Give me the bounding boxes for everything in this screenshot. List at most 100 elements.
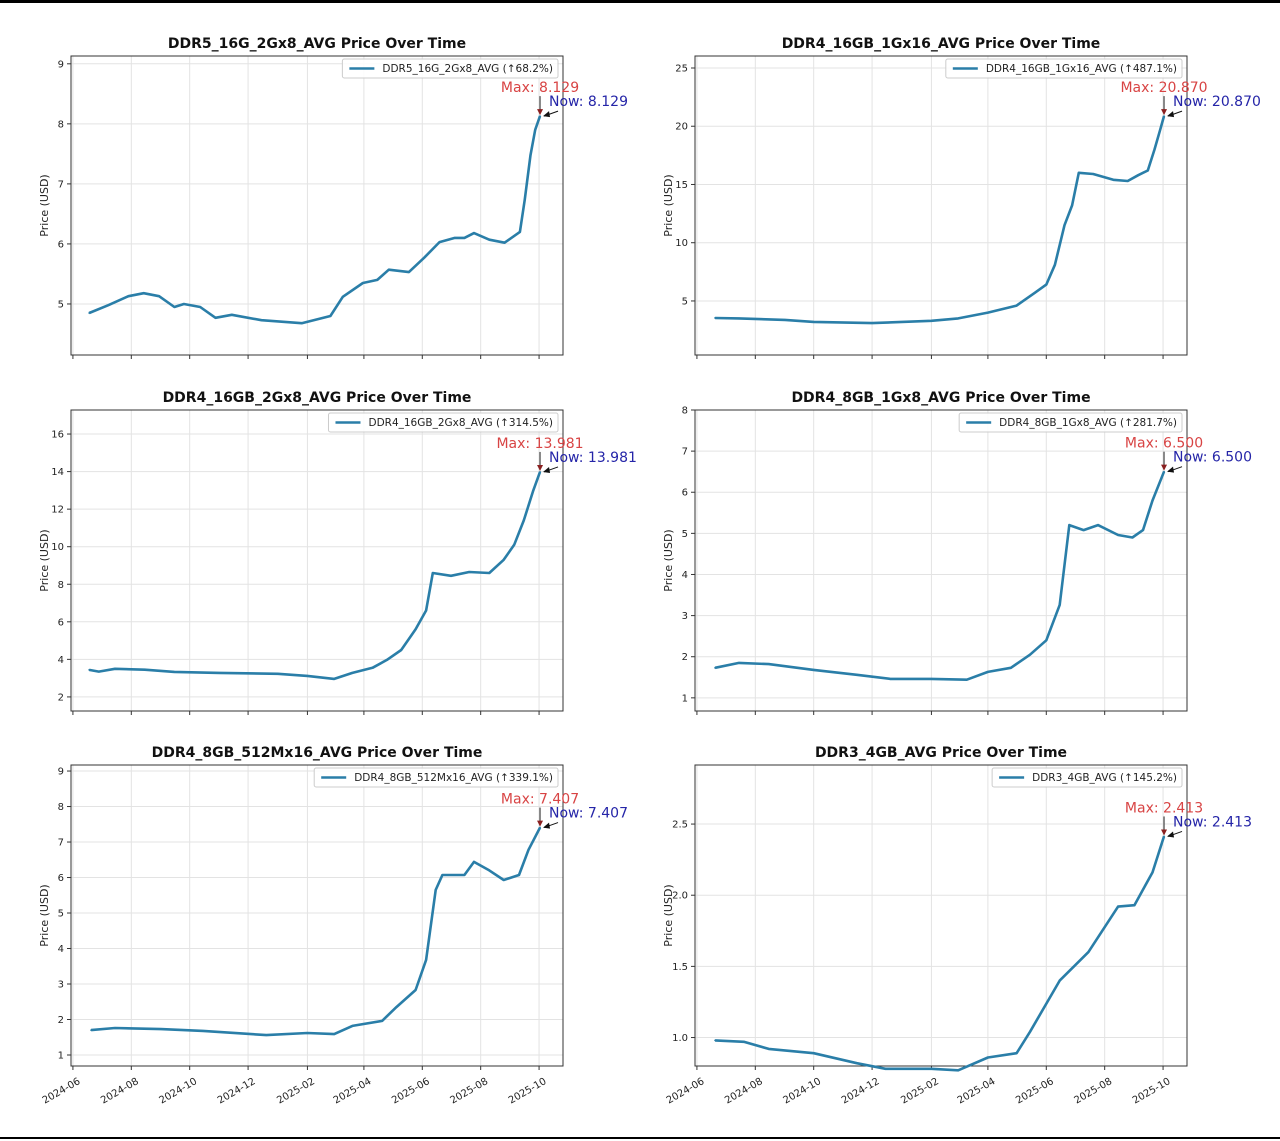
data-point [767, 663, 770, 666]
now-annotation: Now: 13.981 [549, 450, 637, 466]
data-point [333, 677, 336, 680]
y-tick-label: 1 [682, 693, 688, 704]
y-tick-label: 7 [58, 838, 64, 849]
data-point [425, 609, 428, 612]
y-axis-label: Price (USD) [662, 529, 675, 591]
data-point [513, 543, 516, 546]
data-point [376, 279, 379, 281]
x-tick-label: 2024-10 [781, 1076, 823, 1106]
data-point [381, 1020, 383, 1022]
data-point [1068, 524, 1071, 527]
series-line [715, 115, 1166, 325]
data-point [341, 295, 344, 298]
data-point [1063, 224, 1066, 227]
data-point [385, 659, 388, 661]
y-tick-label: 6 [58, 239, 64, 250]
data-point [90, 1029, 93, 1032]
axes-frame [694, 55, 1188, 356]
legend-label: DDR4_16GB_1Gx16_AVG (↑487.1%) [986, 63, 1177, 75]
chart-title: DDR3_4GB_AVG Price Over Time [815, 745, 1067, 761]
data-point [414, 989, 417, 991]
max-annotation: Max: 6.500 [1125, 436, 1203, 452]
axes-frame [70, 409, 564, 712]
y-axis-label: Price (USD) [662, 884, 675, 946]
series-line [88, 471, 542, 681]
x-tick-label: 2025-08 [1072, 1076, 1114, 1106]
data-point [1029, 653, 1031, 656]
max-arrowhead [1161, 829, 1168, 836]
data-point [329, 315, 332, 317]
chart-panel-5: DDR4_8GB_512Mx16_AVG Price Over Time Pric… [38, 745, 628, 1106]
data-point [199, 306, 202, 308]
legend: DDR4_16GB_2Gx8_AVG (↑314.5%) [327, 412, 559, 433]
data-point [1133, 904, 1136, 907]
legend-label: DDR3_4GB_AVG (↑145.2%) [1032, 772, 1177, 784]
y-tick-label: 1 [58, 1050, 64, 1061]
legend: DDR4_8GB_1Gx8_AVG (↑281.7%) [958, 412, 1183, 433]
x-tick-label: 2025-06 [1014, 1076, 1056, 1106]
data-point [987, 311, 989, 314]
data-point [1131, 536, 1134, 539]
y-tick-label: 2.0 [672, 891, 688, 902]
now-arrowhead [1167, 831, 1175, 838]
data-point [1092, 173, 1095, 175]
now-annotation: Now: 20.870 [1173, 94, 1261, 110]
data-point [300, 322, 303, 325]
data-point [362, 282, 364, 284]
y-tick-label: 8 [58, 802, 64, 813]
y-tick-label: 7 [58, 179, 64, 190]
max-arrowhead [537, 820, 544, 827]
data-point [423, 256, 426, 259]
y-tick-label: 2 [58, 692, 64, 703]
axes-frame [694, 409, 1188, 712]
y-tick-label: 5 [58, 909, 64, 920]
y-tick-label: 1.5 [672, 962, 688, 973]
data-point [784, 319, 786, 321]
data-point [431, 572, 434, 574]
data-point [88, 312, 91, 314]
data-point [441, 874, 444, 876]
chart-title: DDR4_16GB_2Gx8_AVG Price Over Time [163, 390, 472, 406]
legend-label: DDR4_8GB_1Gx8_AVG (↑281.7%) [999, 417, 1177, 429]
data-point [1071, 204, 1074, 207]
data-point [889, 678, 892, 680]
x-tick-label: 2025-02 [275, 1076, 317, 1106]
data-point [714, 666, 717, 669]
series-line [90, 827, 542, 1037]
y-tick-label: 25 [675, 63, 688, 74]
legend-box [341, 58, 559, 79]
x-tick-label: 2025-04 [332, 1076, 374, 1106]
data-point [202, 1029, 204, 1032]
y-tick-label: 10 [675, 238, 688, 249]
chart-panel-4: DDR4_8GB_1Gx8_AVG Price Over Time Price (… [662, 390, 1252, 715]
chart-panel-3: DDR4_16GB_2Gx8_AVG Price Over Time Price … [38, 390, 637, 715]
axes-frame [70, 764, 564, 1067]
legend: DDR5_16G_2Gx8_AVG (↑68.2%) [341, 58, 559, 79]
now-annotation: Now: 8.129 [549, 94, 628, 110]
data-point [532, 489, 535, 492]
y-tick-label: 6 [58, 617, 64, 628]
data-point [173, 671, 176, 673]
data-point [97, 670, 100, 673]
x-tick-label: 2024-10 [157, 1076, 199, 1106]
data-point [1097, 524, 1099, 527]
max-arrowhead [537, 464, 544, 471]
data-point [107, 304, 110, 307]
data-point [1077, 171, 1080, 174]
data-point [714, 317, 717, 319]
y-tick-label: 8 [58, 580, 64, 591]
data-point [407, 271, 410, 274]
data-point [463, 237, 466, 239]
x-tick-label: 2025-06 [390, 1076, 432, 1106]
chart-title: DDR4_8GB_1Gx8_AVG Price Over Time [791, 390, 1090, 406]
max-arrowhead [537, 109, 544, 116]
x-tick-label: 2025-08 [448, 1076, 490, 1106]
legend-label: DDR5_16G_2Gx8_AVG (↑68.2%) [382, 63, 553, 75]
data-point [1087, 951, 1090, 954]
data-point [160, 1028, 162, 1030]
data-point [957, 317, 960, 320]
chart-title: DDR4_16GB_1Gx16_AVG Price Over Time [782, 36, 1101, 52]
y-tick-label: 4 [682, 570, 688, 581]
data-point [1117, 534, 1119, 536]
